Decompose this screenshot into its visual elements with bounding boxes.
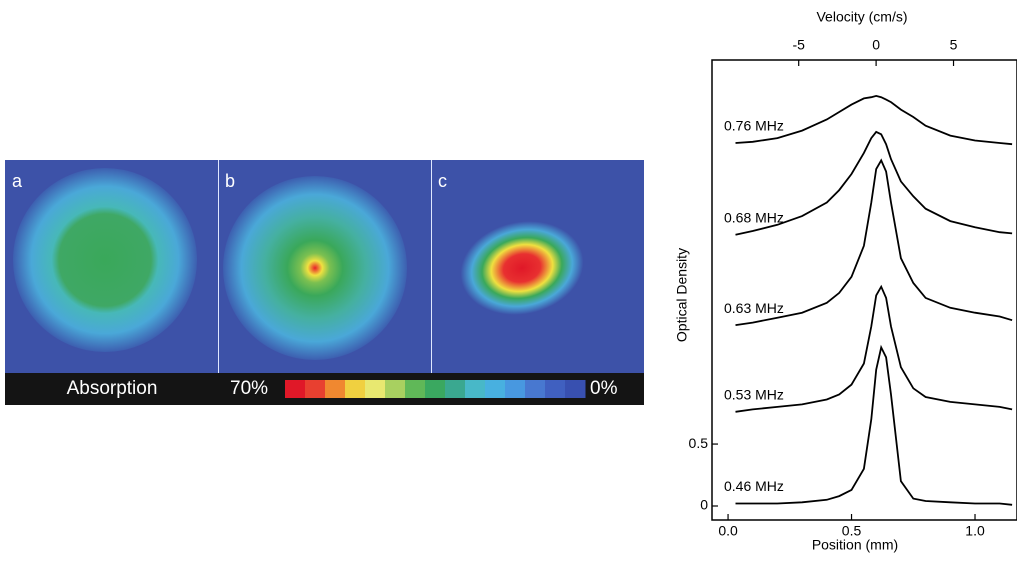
colorbar-min: 0% [590,378,618,399]
colorbar-block [325,380,346,398]
panel-label: b [225,171,235,191]
colorbar-block [525,380,546,398]
cloud-image [460,221,584,315]
image-panels: a b c Absorption 70% 0% [5,160,644,405]
colorbar-block [425,380,446,398]
trace-label: 0.53 MHz [724,387,784,403]
x2-tick-label: 5 [950,37,958,53]
trace [735,130,1013,236]
trace [735,344,1013,506]
colorbar-max: 70% [230,378,268,399]
colorbar [285,380,586,398]
colorbar-block [505,380,526,398]
trace-label: 0.63 MHz [724,300,784,316]
colorbar-block [545,380,566,398]
colorbar-block [565,380,586,398]
colorbar-block [465,380,486,398]
plot-frame [711,59,1017,521]
x2-axis-label: Velocity (cm/s) [816,9,907,25]
colorbar-block [445,380,466,398]
cloud-image [223,176,407,360]
cloud-image [13,168,197,352]
panel-label: c [438,171,447,191]
colorbar-block [285,380,306,398]
trace [735,284,1013,413]
colorbar-block [385,380,406,398]
colorbar-block [305,380,326,398]
trace-label: 0.46 MHz [724,478,784,494]
trace [735,158,1013,326]
x-tick-label: 1.0 [965,523,985,539]
x2-tick-label: -5 [792,37,805,53]
x2-tick-label: 0 [872,37,880,53]
colorbar-block [405,380,426,398]
colorbar-block [345,380,366,398]
x-tick-label: 0.0 [718,523,738,539]
colorbar-title: Absorption [67,378,158,399]
x-tick-label: 0.5 [842,523,862,539]
y-axis-label: Optical Density [674,248,690,342]
colorbar-block [485,380,506,398]
colorbar-block [365,380,386,398]
y-tick-label: 0 [700,497,708,513]
trace [735,94,1013,146]
panel-label: a [12,171,23,191]
x-axis-label: Position (mm) [812,537,898,553]
y-tick-label: 0.5 [689,435,709,451]
trace-label: 0.68 MHz [724,209,784,225]
trace-label: 0.76 MHz [724,118,784,134]
